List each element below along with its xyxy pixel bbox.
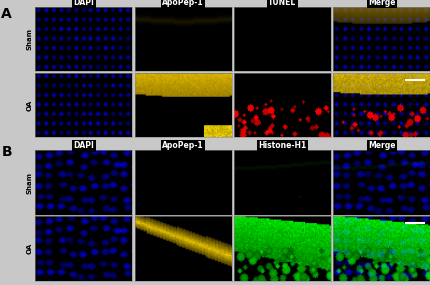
- Text: A: A: [1, 7, 12, 21]
- Title: DAPI: DAPI: [73, 0, 94, 7]
- Title: DAPI: DAPI: [73, 141, 94, 150]
- Title: Merge: Merge: [367, 0, 395, 7]
- Y-axis label: Sham: Sham: [27, 28, 33, 50]
- Y-axis label: Sham: Sham: [27, 172, 33, 194]
- Text: B: B: [1, 145, 12, 159]
- Title: ApoPep-1: ApoPep-1: [162, 141, 203, 150]
- Title: TUNEL: TUNEL: [267, 0, 296, 7]
- Title: ApoPep-1: ApoPep-1: [162, 0, 203, 7]
- Title: Histone-H1: Histone-H1: [258, 141, 306, 150]
- Y-axis label: OA: OA: [27, 100, 33, 111]
- Y-axis label: OA: OA: [27, 243, 33, 254]
- Title: Merge: Merge: [367, 141, 395, 150]
